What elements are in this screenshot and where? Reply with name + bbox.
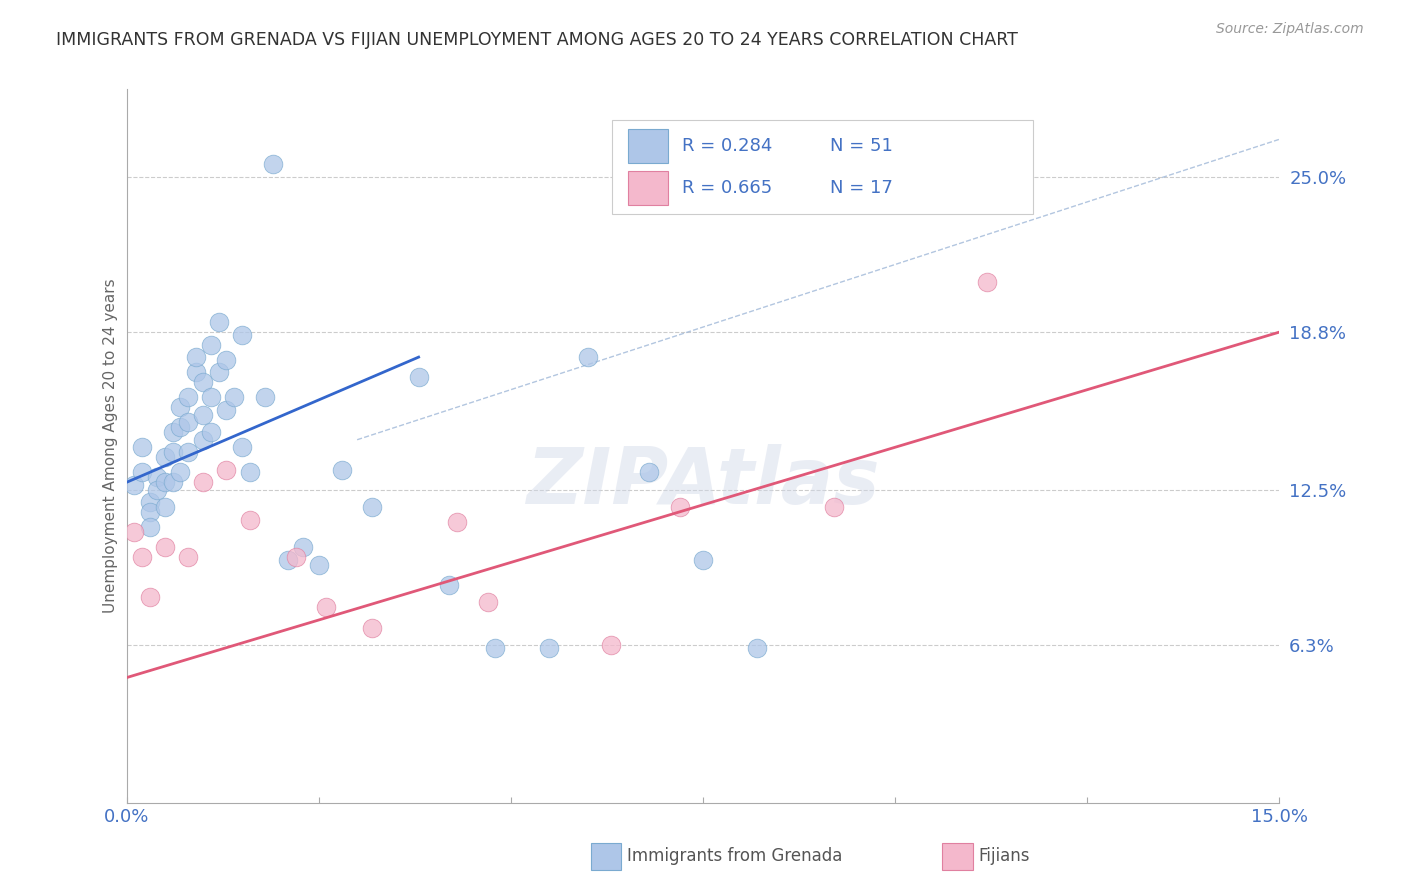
- Text: N = 51: N = 51: [830, 137, 893, 155]
- Point: [224, 390, 246, 404]
- Text: Fijians: Fijians: [979, 847, 1031, 865]
- Point: [153, 450, 176, 465]
- Point: [200, 425, 222, 440]
- Point: [153, 475, 176, 490]
- Point: [215, 402, 238, 417]
- Point: [215, 352, 238, 367]
- Point: [277, 553, 299, 567]
- Point: [538, 640, 561, 655]
- Point: [138, 495, 160, 509]
- Point: [315, 600, 337, 615]
- Point: [184, 365, 207, 379]
- Point: [177, 415, 200, 429]
- Point: [177, 390, 200, 404]
- Point: [284, 550, 307, 565]
- Point: [446, 516, 468, 530]
- Text: IMMIGRANTS FROM GRENADA VS FIJIAN UNEMPLOYMENT AMONG AGES 20 TO 24 YEARS CORRELA: IMMIGRANTS FROM GRENADA VS FIJIAN UNEMPL…: [56, 31, 1018, 49]
- Point: [238, 513, 260, 527]
- Point: [231, 327, 253, 342]
- Point: [308, 558, 330, 572]
- Point: [169, 420, 191, 434]
- Point: [439, 578, 461, 592]
- Point: [253, 390, 276, 404]
- Point: [131, 465, 153, 479]
- Point: [292, 541, 315, 555]
- Point: [745, 640, 768, 655]
- Point: [477, 595, 499, 609]
- Point: [169, 400, 191, 414]
- Text: R = 0.284: R = 0.284: [682, 137, 772, 155]
- Point: [138, 505, 160, 519]
- Point: [122, 478, 145, 492]
- Point: [162, 445, 184, 459]
- Point: [200, 337, 222, 351]
- Text: Immigrants from Grenada: Immigrants from Grenada: [627, 847, 842, 865]
- Point: [153, 541, 176, 555]
- Point: [146, 470, 169, 484]
- Point: [162, 425, 184, 440]
- Point: [193, 433, 215, 447]
- Point: [131, 440, 153, 454]
- Text: N = 17: N = 17: [830, 179, 893, 197]
- Point: [169, 465, 191, 479]
- Point: [138, 591, 160, 605]
- Point: [184, 350, 207, 364]
- Y-axis label: Unemployment Among Ages 20 to 24 years: Unemployment Among Ages 20 to 24 years: [103, 278, 118, 614]
- Point: [177, 445, 200, 459]
- Text: Source: ZipAtlas.com: Source: ZipAtlas.com: [1216, 22, 1364, 37]
- Point: [976, 275, 998, 289]
- Point: [692, 553, 714, 567]
- Point: [162, 475, 184, 490]
- Point: [138, 520, 160, 534]
- Point: [208, 365, 231, 379]
- Point: [823, 500, 845, 515]
- Point: [193, 475, 215, 490]
- Point: [669, 500, 692, 515]
- Point: [361, 621, 384, 635]
- Point: [208, 315, 231, 329]
- Point: [177, 550, 200, 565]
- Point: [215, 463, 238, 477]
- Point: [408, 370, 430, 384]
- Point: [146, 483, 169, 497]
- Point: [576, 350, 599, 364]
- Point: [193, 408, 215, 422]
- Point: [238, 465, 260, 479]
- Point: [330, 463, 353, 477]
- Point: [599, 638, 621, 652]
- Point: [484, 640, 506, 655]
- Point: [122, 525, 145, 540]
- Point: [131, 550, 153, 565]
- Text: R = 0.665: R = 0.665: [682, 179, 772, 197]
- Point: [262, 157, 284, 171]
- Point: [231, 440, 253, 454]
- Point: [200, 390, 222, 404]
- Text: ZIPAtlas: ZIPAtlas: [526, 443, 880, 520]
- Point: [193, 375, 215, 389]
- Point: [361, 500, 384, 515]
- Point: [153, 500, 176, 515]
- Point: [638, 465, 661, 479]
